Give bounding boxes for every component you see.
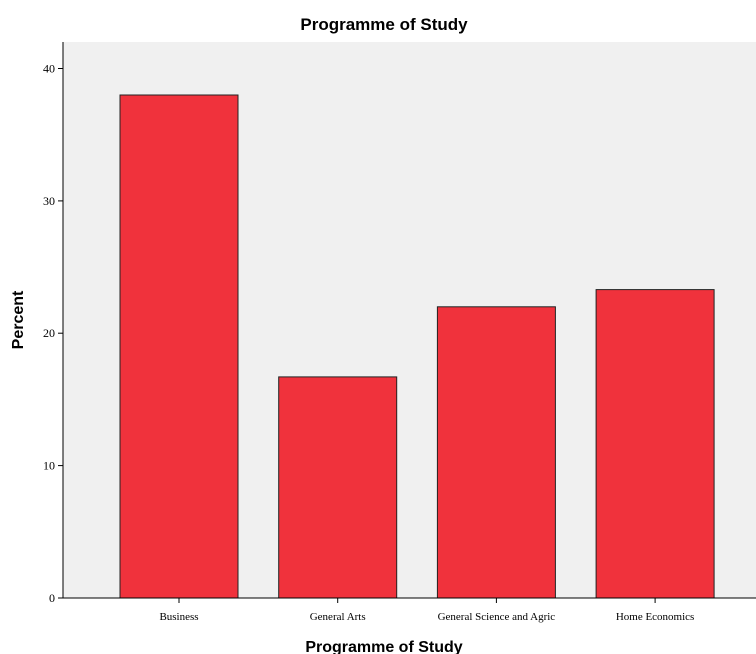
bars-layer xyxy=(119,94,715,599)
y-tick-label: 0 xyxy=(49,591,55,605)
y-tick-label: 30 xyxy=(43,194,55,208)
y-tick-label: 40 xyxy=(43,62,55,76)
axes-layer: Business General Arts General Science and … xyxy=(43,42,756,623)
chart-title: Programme of Study xyxy=(300,15,468,34)
bar-general-science-and-agric xyxy=(436,306,556,599)
x-axis-label: Programme of Study xyxy=(305,639,462,654)
x-tick-label: Home Economics xyxy=(616,611,695,623)
x-tick-label: General Science and Agric xyxy=(438,611,556,623)
y-tick-label: 10 xyxy=(43,459,55,473)
bar-home-economics xyxy=(595,289,715,599)
y-tick-label: 20 xyxy=(43,326,55,340)
bar-business xyxy=(119,94,239,599)
x-tick-label: General Arts xyxy=(310,611,366,623)
bar-general-arts xyxy=(278,376,398,599)
x-tick-label: Business xyxy=(159,611,198,623)
y-axis-label: Percent xyxy=(10,290,27,349)
